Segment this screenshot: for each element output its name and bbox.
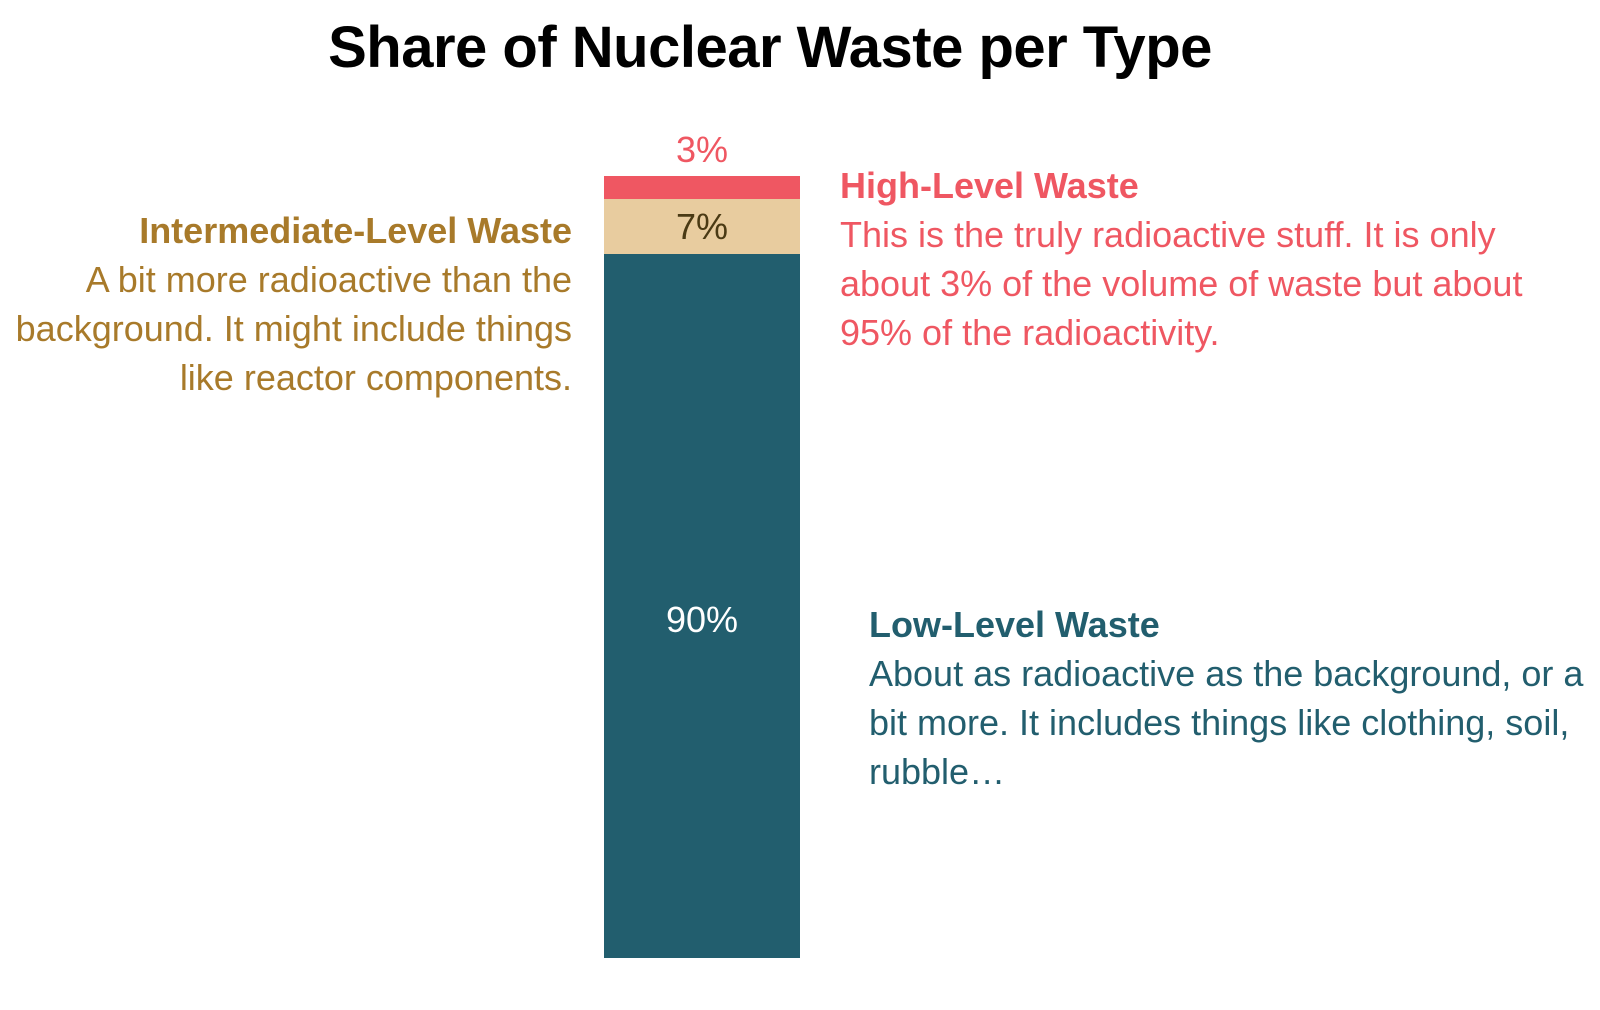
- stacked-bar: [604, 176, 800, 958]
- high-level-heading: High-Level Waste: [840, 165, 1139, 206]
- high-level-value-label: 3%: [675, 129, 729, 170]
- high-level-description: This is the truly radioactive stuff. It …: [840, 214, 1523, 353]
- intermediate-level-description: A bit more radioactive than the backgrou…: [15, 259, 572, 398]
- intermediate-level-segment: [604, 199, 800, 255]
- low-level-segment: [604, 254, 800, 958]
- intermediate-level-heading: Intermediate-Level Waste: [139, 210, 572, 251]
- low-level-annotation: Low-Level Waste About as radioactive as …: [869, 600, 1589, 796]
- low-level-description: About as radioactive as the background, …: [869, 653, 1584, 792]
- chart-title: Share of Nuclear Waste per Type: [328, 15, 1212, 80]
- intermediate-level-annotation: Intermediate-Level Waste A bit more radi…: [12, 206, 572, 402]
- intermediate-level-value-label: 7%: [675, 205, 729, 247]
- high-level-annotation: High-Level Waste This is the truly radio…: [840, 161, 1580, 357]
- high-level-segment: [604, 176, 800, 200]
- low-level-heading: Low-Level Waste: [869, 604, 1160, 645]
- low-level-value-label: 90%: [665, 599, 739, 641]
